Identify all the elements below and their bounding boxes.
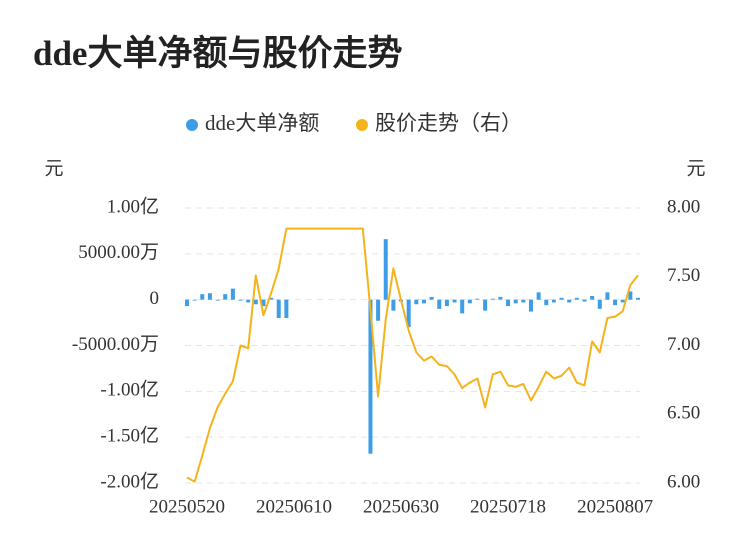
y-tick-label: 1.00亿 bbox=[107, 195, 159, 217]
bar bbox=[559, 297, 564, 300]
bar bbox=[490, 298, 495, 300]
bar bbox=[551, 299, 556, 303]
bar bbox=[230, 288, 235, 300]
bar bbox=[467, 299, 472, 304]
y-tick-label: 5000.00万 bbox=[78, 242, 159, 263]
bar bbox=[582, 299, 587, 302]
bar bbox=[483, 299, 488, 311]
y2-tick-label: 8.00 bbox=[667, 196, 700, 217]
bar bbox=[590, 296, 595, 300]
bar bbox=[376, 299, 381, 321]
y-tick-label: -1.50亿 bbox=[100, 425, 159, 447]
bar bbox=[429, 296, 434, 300]
bar bbox=[620, 299, 625, 303]
bar bbox=[536, 292, 541, 300]
legend-label: dde大单净额 bbox=[205, 111, 319, 135]
x-tick-label: 20250718 bbox=[470, 496, 546, 517]
bar bbox=[207, 293, 212, 300]
bar bbox=[368, 299, 373, 454]
bar bbox=[421, 299, 426, 304]
legend-label: 股价走势（右） bbox=[375, 111, 522, 135]
bar bbox=[636, 297, 640, 300]
x-tick-label: 20250630 bbox=[363, 496, 439, 517]
bar bbox=[246, 299, 251, 303]
y2-tick-label: 6.00 bbox=[667, 471, 700, 492]
bar bbox=[284, 299, 289, 318]
legend-marker bbox=[186, 119, 198, 131]
bar bbox=[414, 299, 419, 305]
bar bbox=[544, 299, 549, 306]
bar bbox=[391, 299, 396, 311]
bar bbox=[444, 299, 449, 307]
bar bbox=[628, 291, 633, 300]
x-tick-label: 20250807 bbox=[577, 496, 653, 517]
y2-tick-label: 7.00 bbox=[667, 334, 700, 355]
bar bbox=[192, 299, 197, 301]
bar bbox=[452, 299, 457, 303]
bar bbox=[185, 299, 189, 307]
bar bbox=[528, 299, 533, 312]
bar bbox=[521, 299, 526, 303]
bar bbox=[238, 299, 243, 301]
y2-axis-label: 元 bbox=[686, 158, 705, 179]
y-tick-label: -2.00亿 bbox=[100, 470, 159, 492]
bar bbox=[253, 299, 258, 305]
y-tick-label: -5000.00万 bbox=[72, 334, 159, 355]
bar bbox=[276, 299, 281, 318]
bar bbox=[567, 299, 572, 303]
y2-tick-label: 7.50 bbox=[667, 265, 700, 286]
y-tick-label: 0 bbox=[150, 288, 160, 309]
bar bbox=[269, 297, 274, 300]
bar bbox=[513, 299, 518, 304]
bar bbox=[460, 299, 465, 314]
bar bbox=[200, 294, 205, 300]
x-tick-label: 20250610 bbox=[256, 496, 332, 517]
bar bbox=[613, 299, 618, 306]
bar bbox=[506, 299, 511, 307]
bar bbox=[437, 299, 442, 309]
bar bbox=[475, 298, 480, 300]
bar bbox=[383, 239, 388, 300]
legend-marker bbox=[356, 119, 368, 131]
bar bbox=[406, 299, 411, 328]
bar bbox=[605, 292, 610, 300]
bar bbox=[223, 294, 228, 300]
bar bbox=[574, 297, 579, 300]
price-line bbox=[186, 227, 639, 483]
bar bbox=[498, 296, 503, 300]
chart-title: dde大单净额与股价走势 bbox=[33, 34, 402, 73]
bar bbox=[215, 299, 220, 301]
y2-tick-label: 6.50 bbox=[667, 403, 700, 424]
bar bbox=[261, 299, 266, 307]
y-axis-label: 元 bbox=[44, 158, 63, 179]
x-tick-label: 20250520 bbox=[149, 496, 225, 517]
y-tick-label: -1.00亿 bbox=[100, 379, 159, 401]
bar bbox=[597, 299, 602, 309]
